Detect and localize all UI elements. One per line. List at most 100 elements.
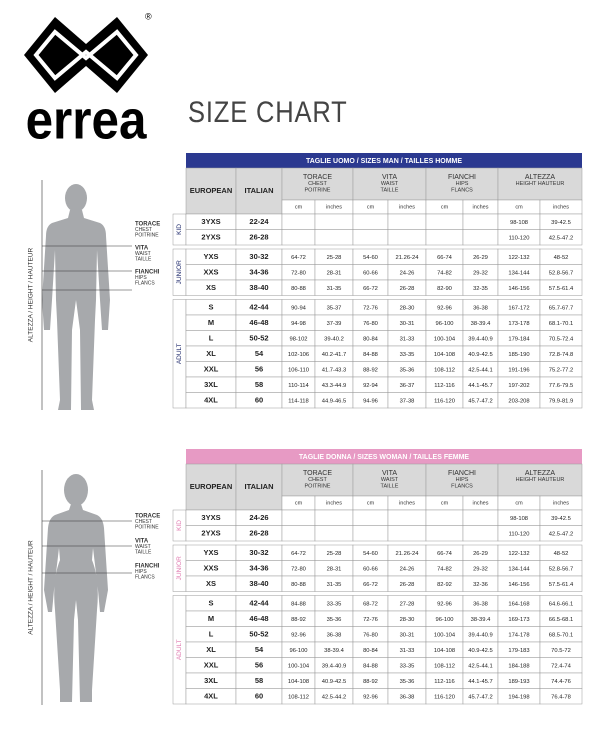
woman-figure	[44, 474, 108, 702]
cell	[462, 229, 499, 246]
measure-cell: 79.9-81.9	[549, 398, 574, 404]
measure-label: VITA	[135, 539, 149, 545]
measure-cell: 38-39.4	[471, 321, 491, 327]
measure-cell: 52.8-56.7	[549, 270, 574, 276]
measure-cell: 65.7-67.7	[549, 305, 574, 311]
unit-header: inches	[399, 500, 415, 506]
size-cell: XXL	[204, 365, 219, 374]
measure-cell: 174-178	[508, 632, 529, 638]
measure-cell: 60-66	[363, 270, 378, 276]
measure-cell: 54-60	[363, 255, 378, 261]
group-header: POITRINE	[305, 483, 331, 489]
measure-cell: 40.2-41.7	[322, 352, 347, 358]
measure-label: TORACE	[135, 514, 160, 520]
cell	[425, 229, 464, 246]
size-cell: 2YXS	[201, 529, 220, 538]
cell	[539, 229, 583, 246]
man-figure	[42, 184, 110, 410]
measure-cell: 77.6-79.5	[549, 383, 574, 389]
unit-header: inches	[473, 500, 489, 506]
cell	[425, 463, 499, 497]
measure-cell: 24-26	[400, 566, 415, 572]
measure-cell: 39.4-40.9	[468, 632, 493, 638]
unit-header: cm	[295, 204, 303, 210]
measure-cell: 122-132	[508, 551, 529, 557]
measure-cell: 96-100	[289, 648, 307, 654]
size-cell: 54	[255, 349, 264, 358]
measure-cell: 36-38	[400, 694, 415, 700]
section-label: ADULT	[176, 343, 183, 364]
measure-label: HIPS	[135, 275, 147, 281]
measure-cell: 74-82	[437, 566, 452, 572]
measure-cell: 64-72	[291, 551, 306, 557]
measure-cell: 24-26	[400, 270, 415, 276]
measure-cell: 60-66	[363, 566, 378, 572]
measure-cell: 74.4-76	[551, 679, 571, 685]
cell	[281, 213, 316, 230]
unit-header: inches	[553, 500, 569, 506]
measure-cell: 72-80	[291, 566, 306, 572]
measure-cell: 102-106	[288, 352, 309, 358]
size-cell: 26-28	[249, 529, 268, 538]
measure-cell: 88-92	[363, 367, 378, 373]
measure-cell: 104-108	[434, 352, 455, 358]
table-heading: TAGLIE DONNA / SIZES WOMAN / TAILLES FEM…	[299, 454, 470, 461]
measure-cell: 66-74	[437, 551, 453, 557]
height-label: ALTEZZA / HEIGHT / HAUTEUR	[28, 540, 35, 635]
measure-cell: 134-144	[508, 566, 530, 572]
measure-cell: 25-28	[327, 551, 342, 557]
group-header: TAILLE	[381, 187, 399, 193]
measure-cell: 26-29	[473, 551, 488, 557]
unit-header: inches	[326, 204, 342, 210]
measure-cell: 80-88	[291, 286, 306, 292]
cell	[539, 688, 583, 705]
measure-cell: 45.7-47.2	[468, 694, 493, 700]
group-header: POITRINE	[305, 187, 331, 193]
measure-cell: 29-32	[473, 566, 488, 572]
measure-cell: 66-72	[363, 582, 378, 588]
measure-cell: 114-118	[288, 398, 308, 404]
measure-cell: 100-104	[434, 336, 456, 342]
measure-cell: 40.9-42.5	[468, 648, 493, 654]
cell	[462, 525, 499, 542]
group-header: WAIST	[381, 181, 399, 187]
measure-cell: 26-28	[400, 286, 415, 292]
size-cell: 2YXS	[201, 233, 220, 242]
measure-cell: 44.1-45.7	[468, 383, 493, 389]
measure-label: CHEST	[135, 227, 152, 233]
measure-cell: 76.4-78	[551, 694, 571, 700]
measure-cell: 76-80	[363, 632, 378, 638]
measure-cell: 108-112	[434, 367, 455, 373]
measure-cell: 197-202	[508, 383, 529, 389]
measure-cell: 112-116	[434, 679, 454, 685]
measure-cell: 27-28	[400, 601, 415, 607]
section-label: JUNIOR	[176, 260, 183, 285]
measure-cell: 167-172	[508, 305, 529, 311]
measure-cell: 134-144	[508, 270, 530, 276]
size-cell: 3YXS	[201, 513, 220, 522]
logo: errea ®	[24, 11, 152, 151]
size-cell: 34-36	[249, 564, 268, 573]
measure-cell: 203-208	[508, 398, 529, 404]
measure-cell: 92-96	[291, 632, 306, 638]
cell	[281, 509, 316, 526]
measure-cell: 66-74	[437, 255, 453, 261]
measure-cell: 146-156	[508, 582, 529, 588]
measure-cell: 72.4-74	[551, 663, 571, 669]
group-header: FLANCS	[451, 483, 473, 489]
unit-header: inches	[399, 204, 415, 210]
measure-cell: 36-38	[327, 632, 342, 638]
measure-cell: 70.5-72	[551, 648, 571, 654]
measure-cell: 43.3-44.9	[322, 383, 347, 389]
unit-header: cm	[367, 500, 375, 506]
measure-cell: 179-184	[508, 336, 530, 342]
measure-cell: 104-108	[288, 679, 309, 685]
measure-cell: 37-38	[400, 398, 415, 404]
measure-cell: 26-29	[473, 255, 488, 261]
measure-cell: 92-96	[437, 305, 452, 311]
measure-cell: 108-112	[434, 663, 455, 669]
size-cell: XL	[206, 349, 216, 358]
cell	[539, 279, 583, 296]
measure-cell: 72-76	[363, 305, 378, 311]
